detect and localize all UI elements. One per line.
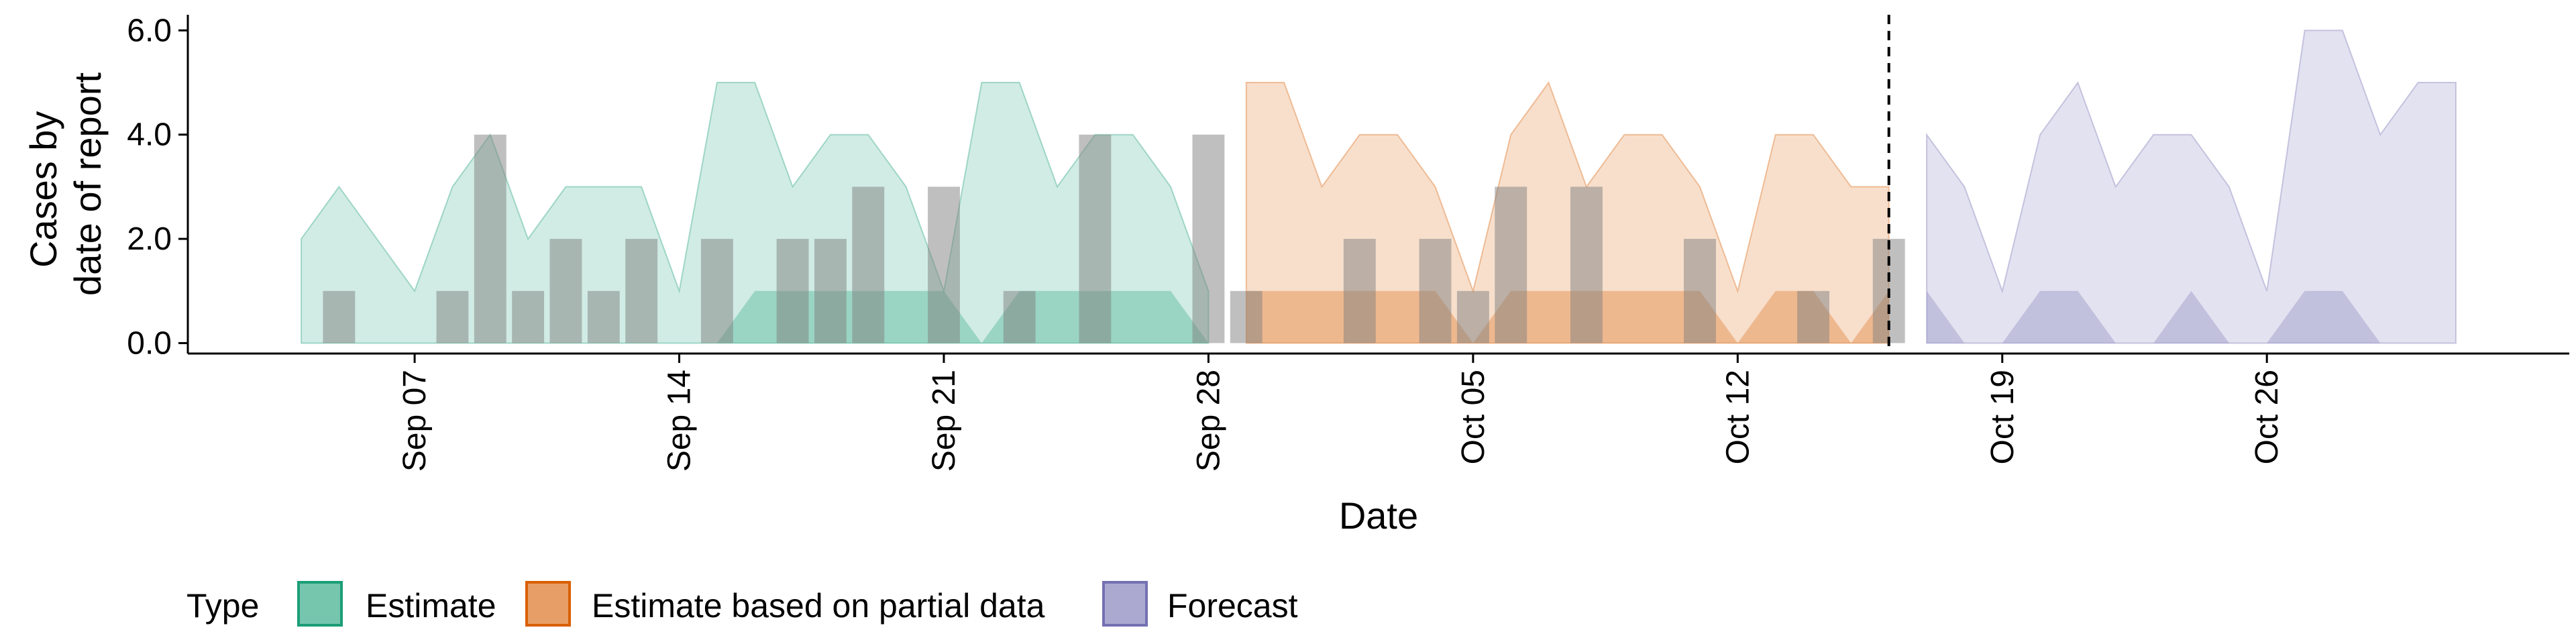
- y-tick-label: 4.0: [127, 117, 172, 153]
- case-bar: [1456, 290, 1489, 343]
- ribbon-areas: [301, 30, 2457, 344]
- y-axis-title-line-2: date of report: [66, 72, 109, 297]
- case-bar: [549, 239, 582, 343]
- ribbon-inner-1: [1246, 290, 1889, 343]
- case-bar: [1684, 239, 1716, 343]
- case-bar: [436, 290, 469, 343]
- reported-case-bars: [323, 134, 1905, 343]
- case-bar: [625, 239, 658, 343]
- y-tick-label: 6.0: [127, 13, 172, 48]
- case-bar: [512, 290, 545, 343]
- case-bar: [1230, 290, 1263, 343]
- x-tick-label: Sep 21: [926, 370, 962, 472]
- y-tick-label: 0.0: [127, 325, 172, 361]
- legend-key-0: [297, 581, 343, 627]
- case-bar: [1192, 134, 1225, 343]
- case-bar: [1570, 186, 1603, 343]
- x-tick-label: Oct 19: [1985, 370, 2021, 464]
- legend-title: Type: [186, 587, 259, 625]
- y-axis-title: Cases by date of report: [22, 72, 109, 297]
- x-tick-label: Oct 12: [1720, 370, 1756, 464]
- ribbon-outer-2: [1926, 30, 2457, 344]
- case-bar: [700, 239, 733, 343]
- legend-label-1: Estimate based on partial data: [592, 587, 1045, 625]
- legend-key-2: [1102, 581, 1148, 627]
- case-bar: [928, 186, 960, 343]
- x-tick-label: Sep 28: [1191, 370, 1226, 472]
- axes: [186, 15, 2569, 355]
- case-bar: [776, 239, 809, 343]
- legend: Type Estimate Estimate based on partial d…: [186, 581, 1298, 627]
- x-tick-label: Sep 07: [397, 370, 433, 472]
- case-bar: [474, 134, 506, 343]
- case-bar: [1079, 134, 1112, 343]
- legend-label-0: Estimate: [366, 587, 496, 625]
- case-bar: [1797, 290, 1829, 343]
- ribbon-inner-2: [1927, 290, 2456, 343]
- case-bar: [1495, 186, 1527, 343]
- x-axis-ticks: Sep 07 Sep 14 Sep 21 Sep 28 Oct 05 Oct 12 Oct …: [397, 354, 2285, 472]
- case-bar: [852, 186, 885, 343]
- case-bar: [323, 290, 356, 343]
- y-axis-title-line-1: Cases by: [22, 111, 64, 268]
- case-bar: [587, 290, 620, 343]
- y-axis-ticks: 0.0 2.0 4.0 6.0: [127, 13, 188, 361]
- case-bar: [1343, 239, 1376, 343]
- x-tick-label: Oct 26: [2249, 370, 2285, 464]
- y-tick-label: 2.0: [127, 221, 172, 257]
- legend-label-2: Forecast: [1167, 587, 1298, 625]
- case-bar: [1003, 290, 1036, 343]
- legend-key-1: [525, 581, 571, 627]
- x-tick-label: Oct 05: [1456, 370, 1491, 464]
- ribbon-inner-0: [301, 290, 1209, 343]
- case-bar: [814, 239, 847, 343]
- case-bar: [1419, 239, 1452, 343]
- x-tick-label: Sep 14: [662, 370, 698, 472]
- x-axis-title: Date: [1339, 494, 1418, 537]
